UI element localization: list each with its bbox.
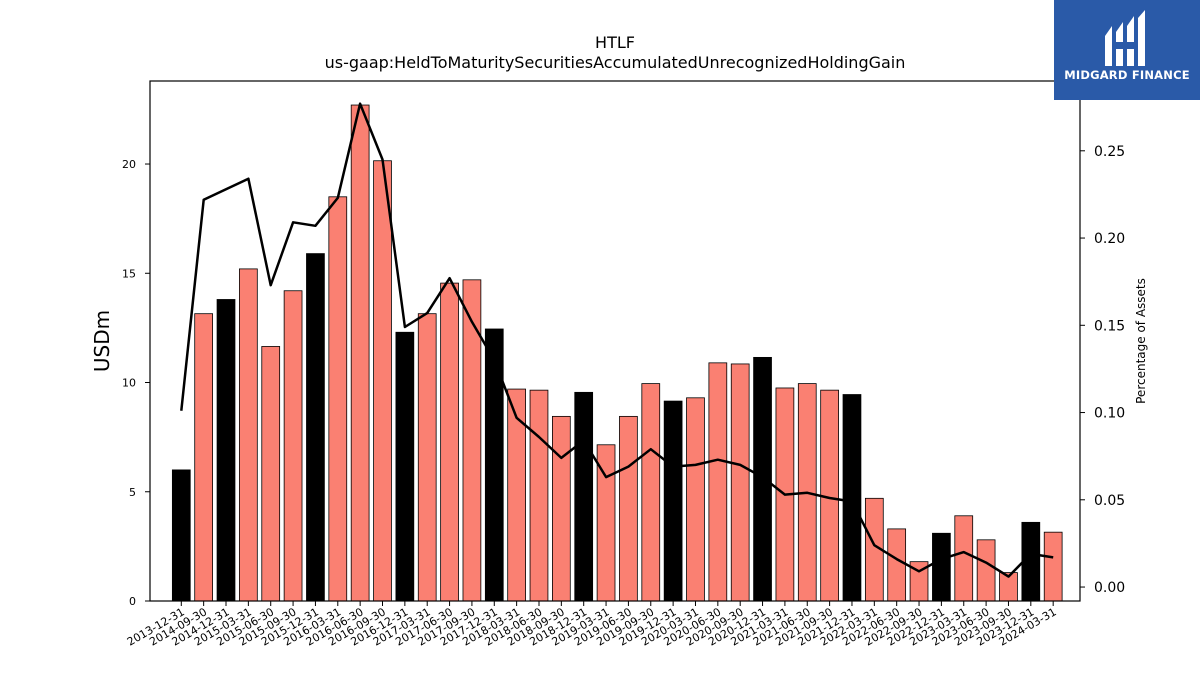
bar <box>306 253 325 602</box>
bar <box>663 400 683 602</box>
y2-tick-label: 0.15 <box>1094 318 1125 334</box>
y2-tick-label: 0.05 <box>1094 493 1125 509</box>
y-axis-label: USDm <box>90 310 114 372</box>
chart-subtitle: us-gaap:HeldToMaturitySecuritiesAccumula… <box>325 53 906 72</box>
bar <box>574 391 594 602</box>
bar <box>261 346 281 602</box>
bar <box>283 290 303 602</box>
y2-tick-label: 0.20 <box>1094 231 1125 247</box>
bar <box>619 415 638 602</box>
bar <box>686 397 705 602</box>
bar <box>976 539 996 602</box>
bar <box>484 328 504 602</box>
y-tick-label: 20 <box>122 158 136 171</box>
left-axis: 0 5 10 15 20 <box>122 158 150 608</box>
logo: MIDGARD FINANCE <box>1054 0 1200 100</box>
y2-tick-label: 0.00 <box>1094 580 1125 596</box>
bar <box>730 363 750 602</box>
bar <box>1043 531 1063 602</box>
right-axis: 0.00 0.05 0.10 0.15 0.20 0.25 <box>1080 144 1125 596</box>
plot-frame <box>149 80 1081 602</box>
y-tick-label: 0 <box>129 595 136 608</box>
percentage-line <box>180 102 1054 578</box>
x-axis: 2013-12-312014-09-302014-12-312015-03-31… <box>125 601 1059 649</box>
y-tick-label: 5 <box>129 486 136 499</box>
bar <box>932 532 951 602</box>
bar <box>373 160 392 602</box>
y2-tick-label: 0.10 <box>1094 406 1125 422</box>
midgard-logo-icon <box>1105 10 1145 66</box>
bar <box>954 515 974 602</box>
bar <box>171 469 191 602</box>
bar <box>507 388 526 602</box>
bar <box>529 389 549 602</box>
y2-axis-label: Percentage of Assets <box>1134 278 1148 404</box>
bar <box>194 313 213 602</box>
logo-text: MIDGARD FINANCE <box>1064 68 1190 82</box>
bar <box>328 196 348 602</box>
bar <box>462 279 482 602</box>
bar <box>395 331 415 602</box>
bar <box>417 313 437 602</box>
y-tick-label: 15 <box>122 267 136 280</box>
y-tick-label: 10 <box>122 377 136 390</box>
line-group <box>180 102 1054 578</box>
bar <box>753 356 772 602</box>
bar <box>842 394 862 602</box>
chart-title: HTLF <box>595 33 635 52</box>
bar <box>216 299 236 602</box>
bar <box>708 362 728 602</box>
y2-tick-label: 0.25 <box>1094 144 1125 160</box>
bar <box>350 104 370 602</box>
bar <box>440 282 459 602</box>
bar <box>641 383 661 602</box>
bar <box>552 415 571 602</box>
bar <box>887 528 907 602</box>
bar-group <box>171 104 1063 602</box>
bar <box>239 268 258 602</box>
